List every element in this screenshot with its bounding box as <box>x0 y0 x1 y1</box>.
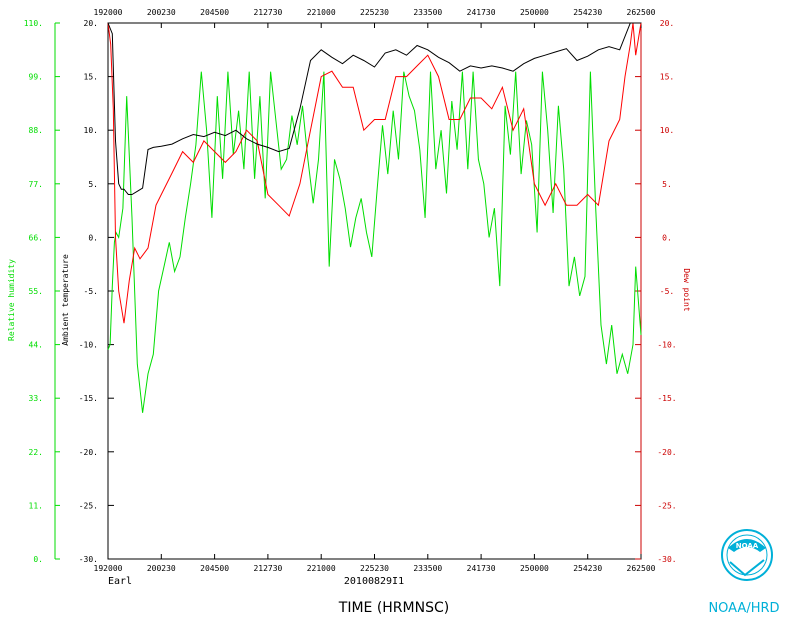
temperature-tick-label: -30. <box>79 555 98 564</box>
dewpoint-tick-label: 15. <box>660 73 674 82</box>
humidity-tick-label: 0. <box>33 555 43 564</box>
humidity-tick-label: 110. <box>24 19 43 28</box>
humidity-tick-label: 99. <box>29 73 43 82</box>
humidity-axis-title: Relative humidity <box>7 259 16 341</box>
humidity-tick-label: 22. <box>29 448 43 457</box>
temperature-axis-title: Ambient temperature <box>61 254 70 346</box>
temperature-tick-label: -20. <box>79 448 98 457</box>
svg-text:NOAA: NOAA <box>736 542 759 550</box>
temperature-tick-label: -10. <box>79 341 98 350</box>
dewpoint-axis-title: Dew point <box>682 268 691 312</box>
date-label: 20100829I1 <box>344 576 404 587</box>
x-tick-label-top: 254230 <box>573 8 602 17</box>
dewpoint-tick-label: 20. <box>660 19 674 28</box>
temperature-tick-label: -15. <box>79 394 98 403</box>
x-tick-label-top: 250000 <box>520 8 549 17</box>
x-tick-label-bottom: 254230 <box>573 564 602 573</box>
temperature-tick-label: 15. <box>84 73 98 82</box>
dewpoint-tick-label: -25. <box>657 501 676 510</box>
x-tick-label-bottom: 225230 <box>360 564 389 573</box>
temperature-tick-label: 0. <box>88 233 98 242</box>
humidity-tick-label: 77. <box>29 180 43 189</box>
x-tick-label-top: 192000 <box>94 8 123 17</box>
dewpoint-tick-label: 5. <box>662 180 672 189</box>
x-tick-label-bottom: 241730 <box>467 564 496 573</box>
x-tick-label-top: 241730 <box>467 8 496 17</box>
x-tick-label-top: 262500 <box>627 8 656 17</box>
plot-frame <box>107 22 642 560</box>
noaa-logo-icon: NOAA <box>721 529 773 581</box>
humidity-tick-label: 33. <box>29 394 43 403</box>
x-tick-label-top: 212730 <box>253 8 282 17</box>
humidity-tick-label: 66. <box>29 233 43 242</box>
dewpoint-tick-label: -10. <box>657 341 676 350</box>
x-tick-label-top: 233500 <box>413 8 442 17</box>
x-tick-label-bottom: 262500 <box>627 564 656 573</box>
dewpoint-tick-label: -5. <box>660 287 674 296</box>
credit-label: NOAA/HRD <box>708 601 779 616</box>
storm-label: Earl <box>108 576 132 587</box>
x-tick-label-bottom: 192000 <box>94 564 123 573</box>
humidity-tick-label: 88. <box>29 126 43 135</box>
x-tick-label-bottom: 233500 <box>413 564 442 573</box>
dewpoint-tick-label: 0. <box>662 233 672 242</box>
x-tick-label-bottom: 250000 <box>520 564 549 573</box>
x-tick-label-bottom: 200230 <box>147 564 176 573</box>
temperature-tick-label: -5. <box>84 287 98 296</box>
x-tick-label-bottom: 212730 <box>253 564 282 573</box>
humidity-series-line <box>107 71 642 413</box>
x-tick-label-bottom: 221000 <box>307 564 336 573</box>
temperature-tick-label: 5. <box>88 180 98 189</box>
humidity-tick-label: 44. <box>29 341 43 350</box>
x-tick-label-top: 204500 <box>200 8 229 17</box>
dewpoint-tick-label: 10. <box>660 126 674 135</box>
dewpoint-tick-label: -30. <box>657 555 676 564</box>
x-axis-title: TIME (HRMNSC) <box>338 600 449 616</box>
x-tick-label-top: 225230 <box>360 8 389 17</box>
dewpoint-series-line <box>107 22 642 324</box>
dewpoint-tick-label: -20. <box>657 448 676 457</box>
humidity-tick-label: 55. <box>29 287 43 296</box>
temperature-tick-label: 10. <box>84 126 98 135</box>
dewpoint-tick-label: -15. <box>657 394 676 403</box>
temperature-tick-label: -25. <box>79 501 98 510</box>
humidity-tick-label: 11. <box>29 501 43 510</box>
temperature-tick-label: 20. <box>84 19 98 28</box>
temperature-series-line <box>107 22 641 195</box>
x-tick-label-top: 221000 <box>307 8 336 17</box>
x-tick-label-top: 200230 <box>147 8 176 17</box>
x-tick-label-bottom: 204500 <box>200 564 229 573</box>
